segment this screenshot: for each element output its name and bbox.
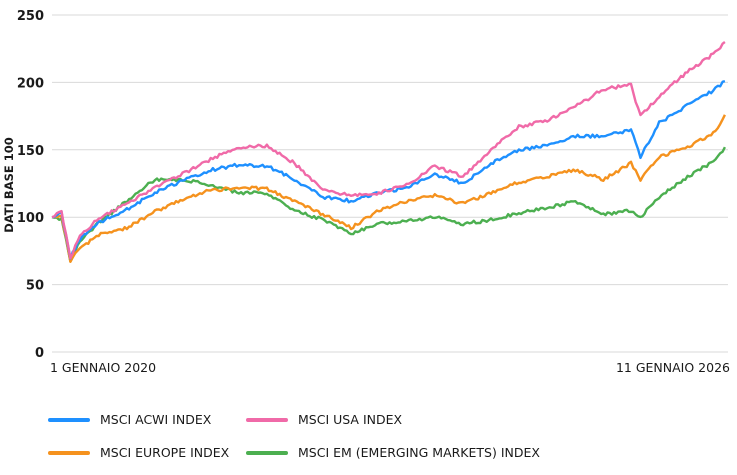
legend-swatch-em xyxy=(246,450,288,455)
legend-swatch-acwi xyxy=(48,417,90,422)
legend-item-em[interactable]: MSCI EM (EMERGING MARKETS) INDEX xyxy=(246,445,540,460)
gridlines xyxy=(52,14,728,353)
legend-item-acwi[interactable]: MSCI ACWI INDEX xyxy=(48,412,211,427)
legend-label-acwi: MSCI ACWI INDEX xyxy=(100,412,212,427)
y-tick-label-0: 0 xyxy=(35,346,44,361)
legend-swatch-europe xyxy=(48,450,90,455)
y-tick-label-50: 50 xyxy=(26,279,44,294)
legend-item-usa[interactable]: MSCI USA INDEX xyxy=(246,412,402,427)
y-axis-label: DATI BASE 100 xyxy=(2,137,16,233)
legend-label-usa: MSCI USA INDEX xyxy=(298,412,403,427)
legend-swatch-usa xyxy=(246,417,288,422)
series-line-em xyxy=(51,146,726,263)
line-chart: 0 50 100 150 200 250 DATI BASE 100 1 GENNAIO … xyxy=(2,9,730,375)
legend-label-em: MSCI EM (EMERGING MARKETS) INDEX xyxy=(298,445,540,460)
series-line-europe xyxy=(51,114,726,263)
series-line-acwi xyxy=(51,79,726,260)
legend-item-europe[interactable]: MSCI EUROPE INDEX xyxy=(48,445,229,460)
series-lines xyxy=(51,41,726,263)
x-tick-label-end: 11 GENNAIO 2026 xyxy=(616,360,730,375)
y-tick-label-100: 100 xyxy=(17,211,44,226)
y-axis-ticks: 0 50 100 150 200 250 xyxy=(17,9,44,361)
y-tick-label-150: 150 xyxy=(17,144,44,159)
series-line-usa xyxy=(51,41,726,260)
x-tick-label-start: 1 GENNAIO 2020 xyxy=(50,360,156,375)
y-tick-label-200: 200 xyxy=(17,76,44,91)
legend-label-europe: MSCI EUROPE INDEX xyxy=(100,445,230,460)
y-tick-label-250: 250 xyxy=(17,9,44,24)
